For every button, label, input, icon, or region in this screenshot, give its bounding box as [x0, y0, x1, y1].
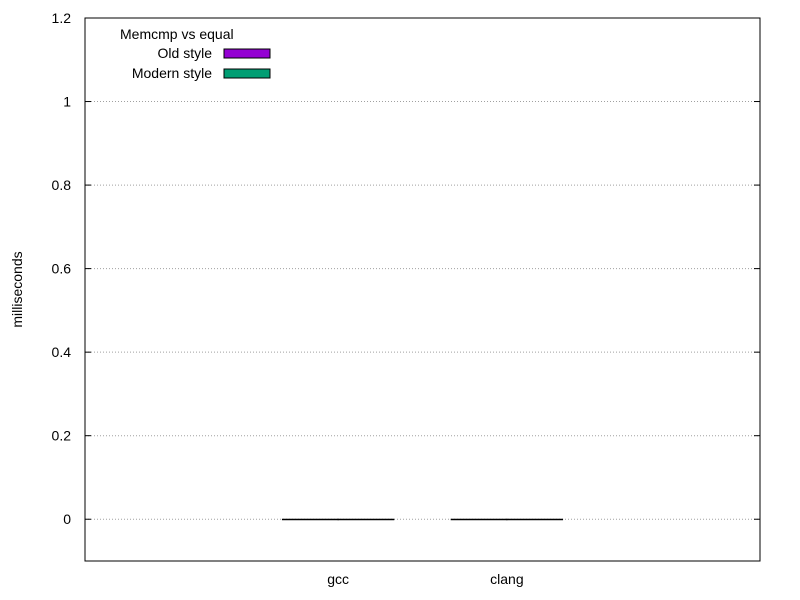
y-tick-label: 0.4: [52, 344, 72, 360]
x-tick-label: clang: [490, 571, 523, 587]
y-tick-label: 0: [63, 511, 71, 527]
bars: [281, 518, 564, 521]
legend-title: Memcmp vs equal: [120, 26, 234, 42]
bar-clang-old-style: [450, 518, 508, 521]
legend-swatch: [223, 68, 271, 79]
y-tick-label: 1.2: [52, 10, 72, 26]
y-axis-label: milliseconds: [9, 251, 25, 327]
y-tick-label: 1: [63, 94, 71, 110]
y-tick-label: 0.6: [52, 261, 72, 277]
y-tick-label: 0.2: [52, 428, 72, 444]
bar-gcc-old-style: [281, 518, 339, 521]
x-tick-label: gcc: [327, 571, 349, 587]
x-tick-labels: gcc clang: [327, 571, 523, 587]
y-tick-label: 0.8: [52, 177, 72, 193]
bar-clang-modern-style: [506, 518, 564, 521]
legend-swatch: [223, 48, 271, 59]
bar-gcc-modern-style: [337, 518, 395, 521]
legend-label: Old style: [158, 45, 213, 61]
legend: Memcmp vs equal Old style Modern style: [120, 26, 271, 81]
plot-frame: [84, 17, 761, 562]
legend-label: Modern style: [132, 65, 212, 81]
grid-layer: [85, 101, 760, 520]
y-ticks: 0 0.2 0.4 0.6 0.8 1 1.2: [52, 10, 760, 527]
legend-items: Old style Modern style: [132, 45, 271, 81]
